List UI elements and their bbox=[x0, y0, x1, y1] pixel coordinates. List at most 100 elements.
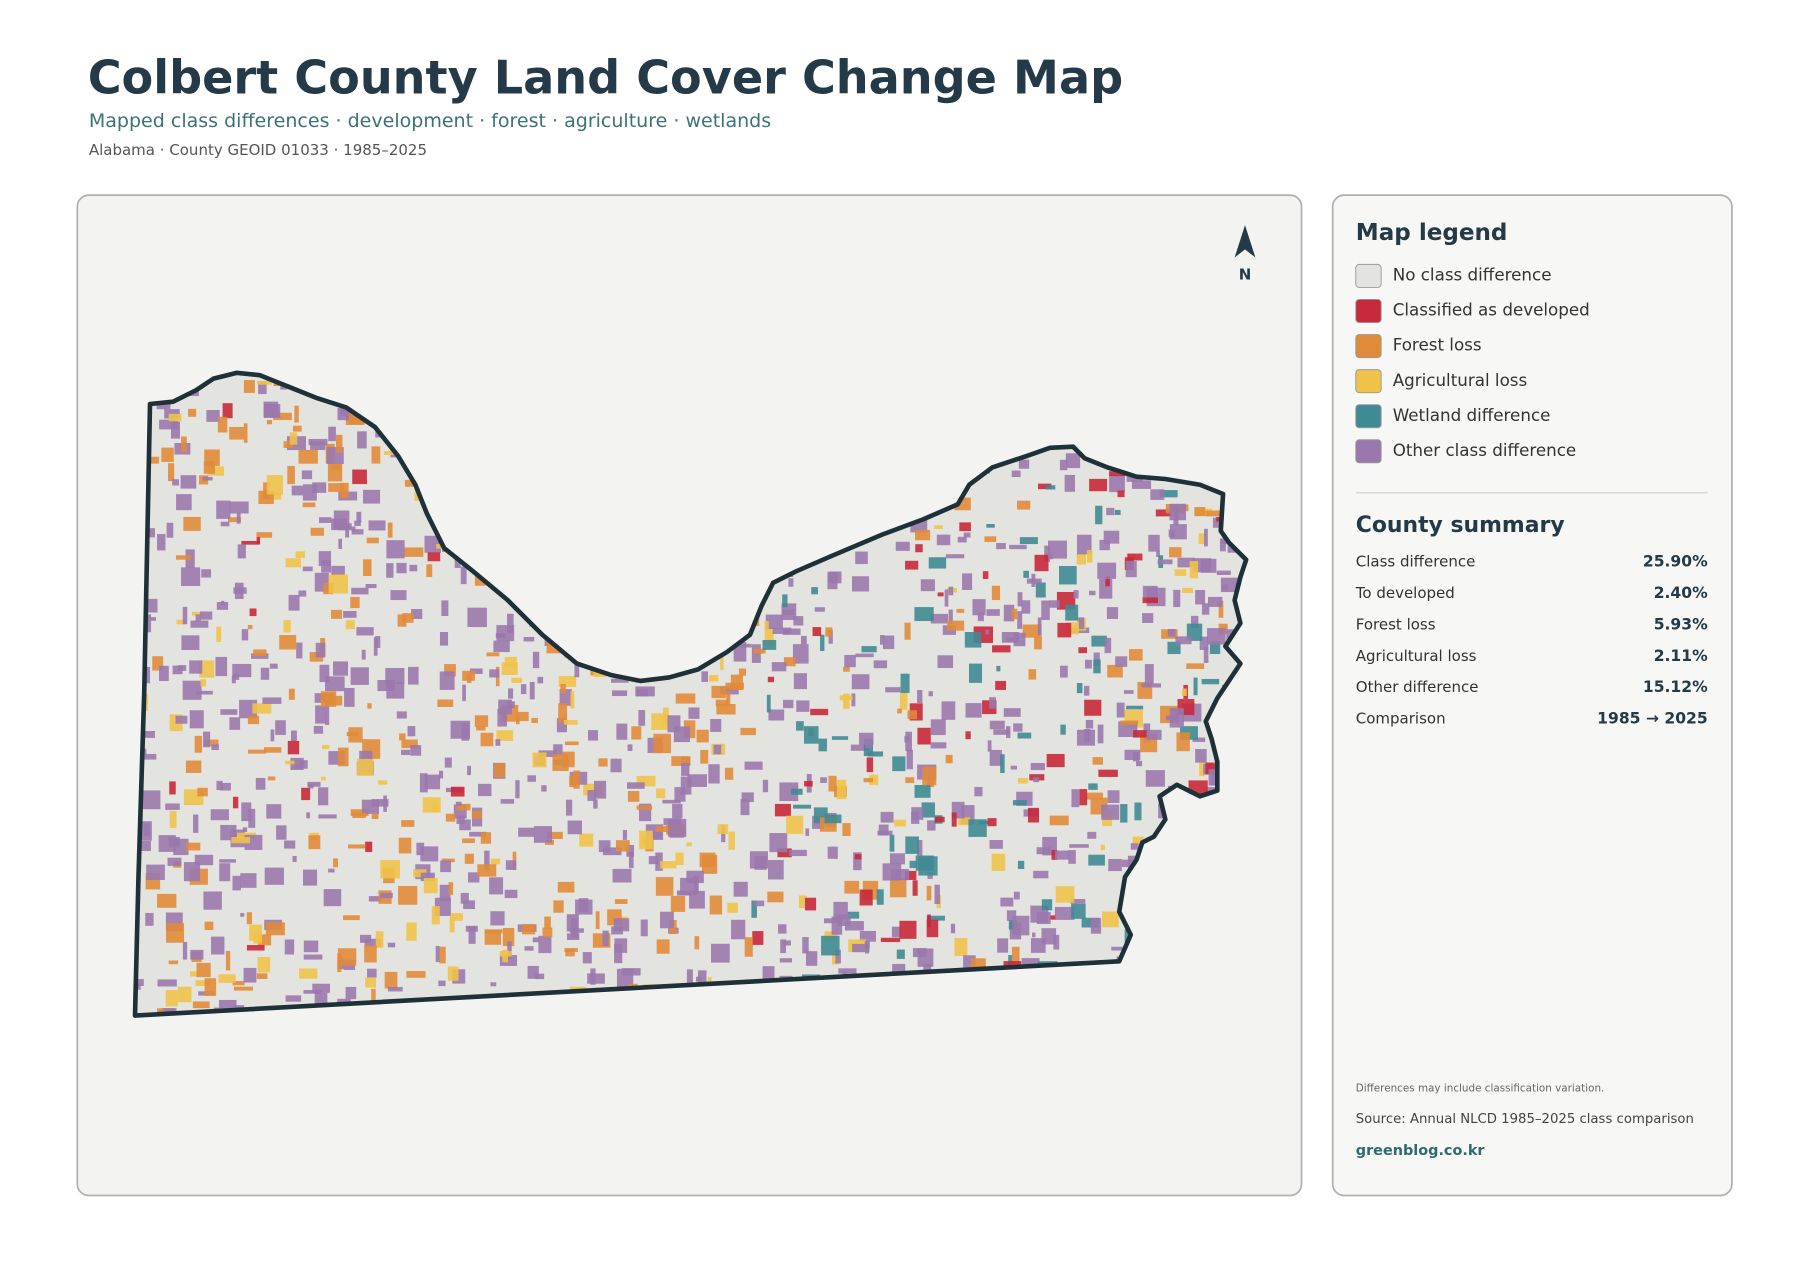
change-patch bbox=[273, 412, 292, 421]
change-patch bbox=[878, 824, 889, 836]
change-patch bbox=[777, 848, 792, 858]
change-patch bbox=[1189, 561, 1199, 579]
change-patch bbox=[1049, 915, 1056, 920]
change-patch bbox=[927, 914, 931, 928]
change-patch bbox=[319, 517, 332, 523]
change-patch bbox=[564, 720, 578, 725]
change-patch bbox=[183, 516, 201, 531]
change-patch bbox=[520, 684, 527, 695]
change-patch bbox=[651, 713, 669, 730]
change-patch bbox=[1036, 847, 1051, 855]
change-patch bbox=[302, 502, 316, 508]
change-patch bbox=[945, 554, 965, 559]
change-patch bbox=[1003, 604, 1015, 622]
change-patch bbox=[995, 680, 1007, 690]
change-patch bbox=[956, 608, 965, 613]
change-patch bbox=[793, 804, 812, 809]
change-patch bbox=[1010, 765, 1017, 770]
change-patch bbox=[249, 924, 263, 941]
change-patch bbox=[1077, 534, 1092, 555]
change-patch bbox=[1059, 566, 1077, 585]
change-patch bbox=[897, 708, 902, 714]
change-patch bbox=[181, 436, 187, 452]
change-patch bbox=[587, 973, 605, 984]
change-patch bbox=[668, 818, 687, 837]
change-patch bbox=[1017, 860, 1025, 869]
change-patch bbox=[614, 943, 623, 964]
change-patch bbox=[423, 878, 438, 894]
change-patch bbox=[538, 935, 552, 954]
change-patch bbox=[767, 676, 775, 683]
change-patch bbox=[639, 830, 653, 850]
change-patch bbox=[710, 719, 722, 732]
change-patch bbox=[1081, 917, 1100, 928]
legend-label: Wetland difference bbox=[1393, 405, 1551, 425]
change-patch bbox=[182, 680, 202, 700]
change-patch bbox=[567, 933, 580, 940]
change-patch bbox=[1157, 559, 1173, 565]
change-patch bbox=[294, 405, 299, 423]
change-patch bbox=[522, 924, 536, 935]
change-patch bbox=[997, 938, 1009, 953]
change-patch bbox=[1129, 649, 1143, 661]
change-patch bbox=[700, 749, 709, 764]
change-patch bbox=[560, 683, 566, 694]
change-patch bbox=[312, 983, 330, 993]
change-patch bbox=[958, 817, 971, 826]
change-patch bbox=[783, 657, 796, 667]
change-patch bbox=[733, 881, 748, 897]
change-patch bbox=[490, 911, 505, 926]
change-patch bbox=[1102, 911, 1119, 928]
change-patch bbox=[656, 939, 670, 954]
change-patch bbox=[169, 810, 177, 829]
change-patch bbox=[1030, 938, 1046, 953]
change-patch bbox=[146, 864, 165, 880]
change-patch bbox=[837, 914, 851, 926]
change-patch bbox=[321, 776, 326, 781]
summary-title: County summary bbox=[1356, 513, 1565, 538]
change-patch bbox=[1049, 600, 1060, 608]
change-patch bbox=[308, 835, 321, 850]
change-patch bbox=[269, 663, 278, 669]
change-patch bbox=[686, 842, 692, 847]
change-patch bbox=[917, 948, 934, 967]
change-patch bbox=[195, 980, 211, 986]
change-patch bbox=[251, 653, 269, 659]
change-patch bbox=[796, 721, 804, 731]
change-patch bbox=[166, 522, 174, 538]
change-patch bbox=[762, 779, 769, 793]
change-patch bbox=[900, 673, 910, 693]
change-patch bbox=[367, 968, 377, 978]
change-patch bbox=[1205, 762, 1215, 775]
change-patch bbox=[1125, 561, 1137, 578]
change-patch bbox=[145, 912, 154, 926]
change-patch bbox=[310, 527, 325, 536]
change-patch bbox=[1168, 529, 1176, 538]
change-patch bbox=[724, 767, 734, 780]
change-patch bbox=[989, 749, 1002, 766]
change-patch bbox=[507, 941, 512, 959]
change-patch bbox=[880, 635, 885, 645]
change-patch bbox=[1092, 757, 1103, 765]
change-patch bbox=[851, 693, 856, 707]
change-patch bbox=[351, 529, 364, 535]
change-patch bbox=[911, 807, 924, 820]
change-patch bbox=[1124, 749, 1141, 760]
change-patch bbox=[538, 750, 557, 757]
change-patch bbox=[1142, 597, 1158, 604]
change-patch bbox=[338, 538, 342, 549]
change-patch bbox=[444, 664, 456, 677]
change-patch bbox=[169, 781, 176, 795]
change-patch bbox=[964, 632, 982, 648]
change-patch bbox=[578, 898, 589, 912]
change-patch bbox=[992, 645, 1011, 653]
change-patch bbox=[1142, 585, 1158, 598]
change-patch bbox=[909, 860, 917, 869]
change-patch bbox=[216, 500, 231, 519]
change-patch bbox=[765, 614, 783, 629]
change-patch bbox=[936, 534, 951, 546]
change-patch bbox=[1090, 917, 1102, 934]
change-patch bbox=[419, 773, 428, 793]
change-patch bbox=[411, 609, 423, 619]
change-patch bbox=[688, 707, 700, 719]
